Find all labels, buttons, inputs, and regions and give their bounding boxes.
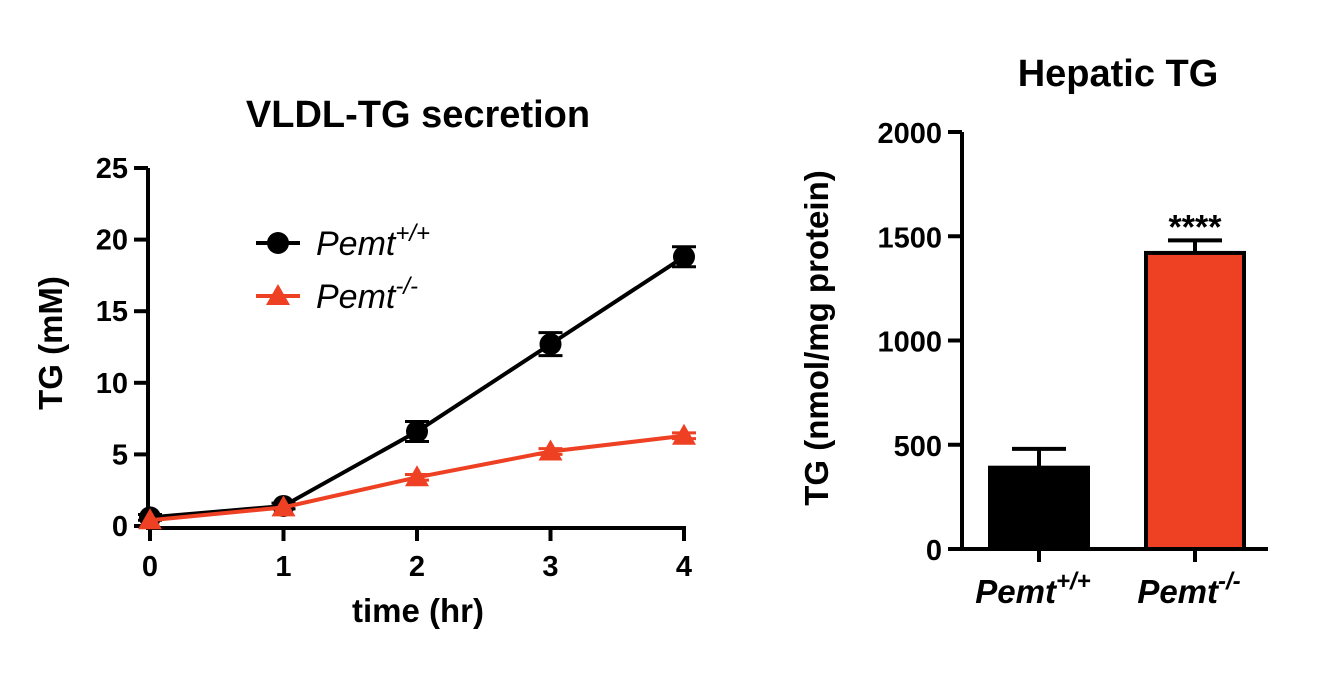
line-chart-y-tick-label: 5 [112,439,128,471]
bar-chart-y-label: TG (nmol/mg protein) [798,170,835,505]
data-point-1 [405,465,429,487]
legend-label-1-base: Pemt [316,278,397,316]
line-chart-y-tick-label: 0 [112,511,128,543]
bar-chart-y-tick-label: 1000 [877,327,942,359]
line-chart-y-tick-label: 25 [96,153,128,185]
legend-label-1-sup: -/- [395,273,418,300]
bar-chart-y-tick-label: 2000 [877,118,942,150]
bar-chart-title: Hepatic TG [1018,53,1219,95]
line-chart-x-tick-label: 3 [542,551,558,583]
line-chart-y-tick-label: 10 [96,368,128,400]
legend-marker-1 [266,284,290,305]
bar-category-label-1-base: Pemt [1137,573,1220,610]
line-chart-y-ticks: 0 5 10 15 20 25 [96,153,148,543]
data-point-1 [271,495,296,517]
bar-chart-y-ticks: 0 500 1000 1500 2000 [877,118,962,567]
data-point-1 [538,439,563,461]
data-point-0 [406,420,428,443]
bar-1 [1144,250,1246,551]
line-chart-x-label: time (hr) [352,592,484,629]
significance-label: **** [1169,208,1223,246]
line-chart-series-group [138,245,696,530]
bar-chart-y-tick-label: 500 [894,431,942,463]
line-chart-x-tick-label: 4 [676,551,692,583]
bar-chart-y-tick-label: 0 [926,535,942,567]
legend-label-1: Pemt-/- [316,273,418,316]
legend-label-0-sup: +/+ [395,220,430,247]
bar-category-label-0-sup: +/+ [1056,568,1091,595]
data-point-0 [539,333,562,356]
data-point-0 [673,245,695,268]
line-chart-x-tick-label: 2 [409,551,425,583]
bar-category-label-1: Pemt-/- [1137,568,1240,610]
line-chart-legend: Pemt+/+Pemt-/- [256,220,430,316]
line-chart-vldl: VLDL-TG secretion 0 5 10 15 20 25 0 1 2 3 4 time … [32,94,696,629]
line-chart-x-tick-label: 1 [275,551,291,583]
bar-chart-y-tick-label: 1500 [877,222,942,254]
bar-category-label-0: Pemt+/+ [975,568,1090,610]
line-chart-y-label: TG (mM) [32,276,69,410]
line-chart-x-ticks: 0 1 2 3 4 [142,528,692,583]
bar-chart-bars: Pemt+/+ Pemt-/-**** [975,208,1246,610]
bar-chart-hepatic: Hepatic TG 0 500 1000 1500 2000 TG (nmol/mg … [798,53,1268,610]
legend-label-0: Pemt+/+ [316,220,430,263]
line-chart-y-tick-label: 20 [96,225,128,257]
legend-label-0-base: Pemt [316,225,397,263]
bar-category-label-1-sup: -/- [1218,568,1241,595]
line-chart-x-tick-label: 0 [142,551,158,583]
legend-marker-0 [267,232,289,254]
data-point-1 [138,508,162,530]
line-chart-y-tick-label: 15 [96,296,128,328]
bar-category-label-0-base: Pemt [975,573,1058,610]
data-point-1 [672,423,696,445]
bar-0 [988,465,1090,551]
line-chart-title: VLDL-TG secretion [246,94,590,136]
